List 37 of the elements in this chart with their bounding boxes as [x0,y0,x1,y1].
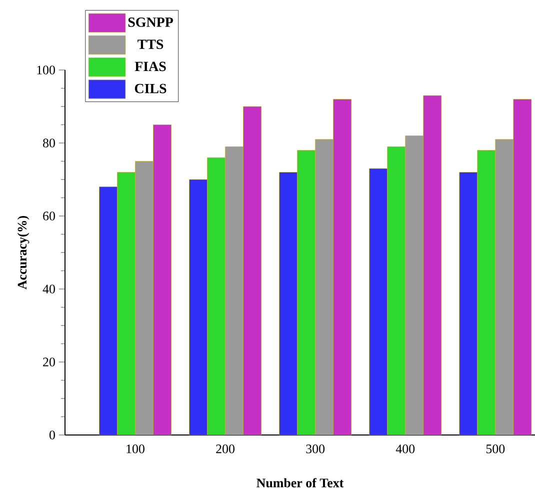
bar [315,139,334,435]
bar [153,124,172,435]
legend-label: SGNPP [128,18,173,27]
x-tick-label: 500 [486,444,505,454]
x-tick-label: 200 [216,444,234,454]
bar [495,139,514,435]
bar [225,146,244,435]
bar [117,172,136,435]
bar [189,179,208,435]
x-tick-label: 100 [126,444,144,454]
y-tick-label: 100 [37,66,55,74]
bar [459,172,478,435]
x-axis-title: Number of Text [256,478,344,488]
legend-label: CILS [134,84,166,94]
y-tick-label: 40 [42,284,55,294]
legend-label: FIAS [134,62,166,72]
bar [207,157,226,435]
y-tick-label: 20 [43,358,55,366]
bar [99,186,118,435]
legend-label: TTS [138,40,164,50]
x-tick-label: 300 [306,444,325,454]
bar [369,168,388,435]
x-tick-label: 400 [396,444,415,454]
y-tick-label: 80 [43,138,55,148]
bar [297,150,316,435]
y-axis-title: Accuracy(%) [17,216,30,290]
bar [477,150,496,435]
y-tick-label: 0 [50,430,55,440]
bar [135,161,154,435]
bar [423,95,442,435]
bar [387,146,406,435]
bar [243,106,262,435]
bar [333,98,352,435]
bar [405,135,424,435]
bar [279,172,298,435]
y-tick-label: 60 [43,212,55,220]
bar [513,98,532,435]
